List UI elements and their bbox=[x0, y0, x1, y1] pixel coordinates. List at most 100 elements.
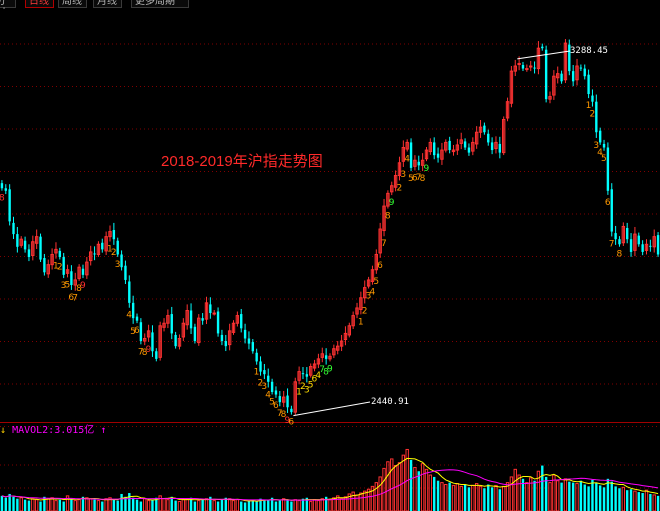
chart-title: 2018-2019年沪指走势图 bbox=[161, 153, 323, 170]
sequence-marker: 8 bbox=[281, 410, 287, 420]
volume-bar-down bbox=[579, 480, 583, 511]
volume-bar-up bbox=[332, 497, 336, 511]
volume-bar-down bbox=[433, 476, 436, 511]
candle-body-up bbox=[529, 65, 533, 68]
candle-body-up bbox=[370, 269, 375, 282]
candle-body-down bbox=[579, 67, 583, 69]
volume-bar-up bbox=[231, 500, 236, 511]
volume-bar-up bbox=[505, 482, 510, 511]
sequence-marker: 3 bbox=[400, 170, 406, 180]
volume-bar-down bbox=[120, 493, 123, 511]
candlestick-series bbox=[0, 39, 660, 416]
candle-body-up bbox=[77, 266, 81, 279]
candle-body-up bbox=[440, 149, 444, 160]
candle-body-down bbox=[155, 351, 158, 359]
candle-body-up bbox=[328, 355, 332, 360]
volume-bar-up bbox=[104, 498, 108, 511]
candle-body-down bbox=[174, 334, 177, 347]
candle-body-up bbox=[494, 141, 498, 150]
volume-bars bbox=[0, 448, 660, 511]
high-arrow bbox=[517, 50, 571, 60]
volume-bar-up bbox=[621, 486, 626, 511]
volume-bar-up bbox=[401, 454, 406, 511]
candle-body-up bbox=[455, 144, 460, 151]
candle-body-up bbox=[633, 233, 637, 251]
candle-body-down bbox=[189, 310, 193, 329]
volume-bar-up bbox=[297, 500, 301, 511]
sequence-marker: 7 bbox=[381, 239, 387, 249]
candle-body-down bbox=[101, 242, 104, 250]
candle-body-up bbox=[525, 68, 529, 71]
sequence-marker: 6 bbox=[134, 326, 140, 336]
candle-body-down bbox=[263, 370, 266, 375]
candle-body-up bbox=[471, 141, 475, 152]
tab-0[interactable]: 分时 bbox=[0, 0, 16, 9]
sequence-marker: 9 bbox=[423, 164, 429, 174]
candle-body-up bbox=[162, 322, 166, 328]
candle-body-down bbox=[93, 253, 96, 255]
volume-bar-down bbox=[251, 499, 255, 511]
sequence-marker: 9 bbox=[285, 416, 291, 426]
candle-body-down bbox=[436, 153, 440, 158]
candle-body-down bbox=[70, 271, 73, 286]
sequence-marker: 8 bbox=[420, 174, 426, 184]
tab-4[interactable]: 更多周期 bbox=[131, 0, 189, 8]
candle-body-up bbox=[459, 139, 463, 144]
price-annotation-arrows bbox=[293, 50, 571, 417]
candle-body-down bbox=[625, 227, 629, 240]
volume-bar-up bbox=[382, 467, 386, 511]
candle-body-up bbox=[552, 75, 556, 96]
candle-body-down bbox=[598, 130, 602, 143]
volume-bar-up bbox=[46, 498, 50, 511]
sequence-marker: 6 bbox=[273, 401, 279, 411]
volume-bar-up bbox=[108, 497, 112, 511]
volume-bar-down bbox=[544, 476, 548, 511]
volume-bar-up bbox=[552, 474, 556, 511]
volume-bar-down bbox=[656, 495, 660, 511]
tab-2[interactable]: 周线 bbox=[58, 0, 87, 8]
candle-body-down bbox=[641, 244, 644, 252]
volume-bar-up bbox=[459, 485, 463, 511]
volume-bar-up bbox=[397, 462, 402, 511]
volume-bar-up bbox=[440, 482, 444, 511]
candle-body-down bbox=[541, 46, 544, 49]
candle-body-down bbox=[274, 390, 278, 395]
volume-bar-down bbox=[270, 497, 274, 511]
sequence-marker: 4 bbox=[265, 391, 271, 401]
volume-bar-down bbox=[641, 493, 644, 511]
candle-body-up bbox=[390, 185, 394, 193]
volume-bar-up bbox=[328, 499, 332, 511]
volume-bar-down bbox=[174, 500, 177, 511]
volume-bar-down bbox=[93, 499, 96, 511]
sequence-markers: 8123567891234567891234567896123564789123… bbox=[0, 101, 622, 427]
volume-bar-up bbox=[166, 499, 170, 511]
sequence-marker: 2 bbox=[589, 110, 595, 120]
volume-bar-up bbox=[563, 478, 568, 511]
volume-bar-down bbox=[151, 499, 154, 511]
sequence-marker: 7 bbox=[416, 173, 422, 183]
candle-body-down bbox=[267, 375, 270, 382]
volume-bar-down bbox=[135, 499, 139, 511]
sequence-marker: 8 bbox=[385, 212, 391, 222]
tab-3[interactable]: 月线 bbox=[93, 0, 122, 8]
tab-1[interactable]: 日线 bbox=[25, 0, 54, 8]
candle-body-up bbox=[451, 149, 456, 153]
candle-body-down bbox=[58, 250, 62, 258]
volume-bar-up bbox=[19, 497, 23, 511]
volume-bar-down bbox=[606, 478, 610, 511]
volume-bar-up bbox=[455, 483, 460, 511]
candle-body-down bbox=[43, 258, 46, 273]
volume-bar-down bbox=[568, 481, 571, 511]
volume-bar-down bbox=[170, 496, 173, 511]
candle-body-up bbox=[556, 73, 560, 79]
sequence-marker: 4 bbox=[404, 154, 410, 164]
volume-bar-down bbox=[263, 500, 266, 511]
candle-body-down bbox=[629, 239, 633, 252]
candle-body-up bbox=[158, 325, 162, 358]
candle-body-up bbox=[143, 338, 147, 342]
volume-bar-up bbox=[320, 498, 324, 511]
chart-grid bbox=[0, 43, 660, 427]
volume-bar-down bbox=[39, 501, 42, 511]
volume-bar-down bbox=[220, 499, 224, 511]
